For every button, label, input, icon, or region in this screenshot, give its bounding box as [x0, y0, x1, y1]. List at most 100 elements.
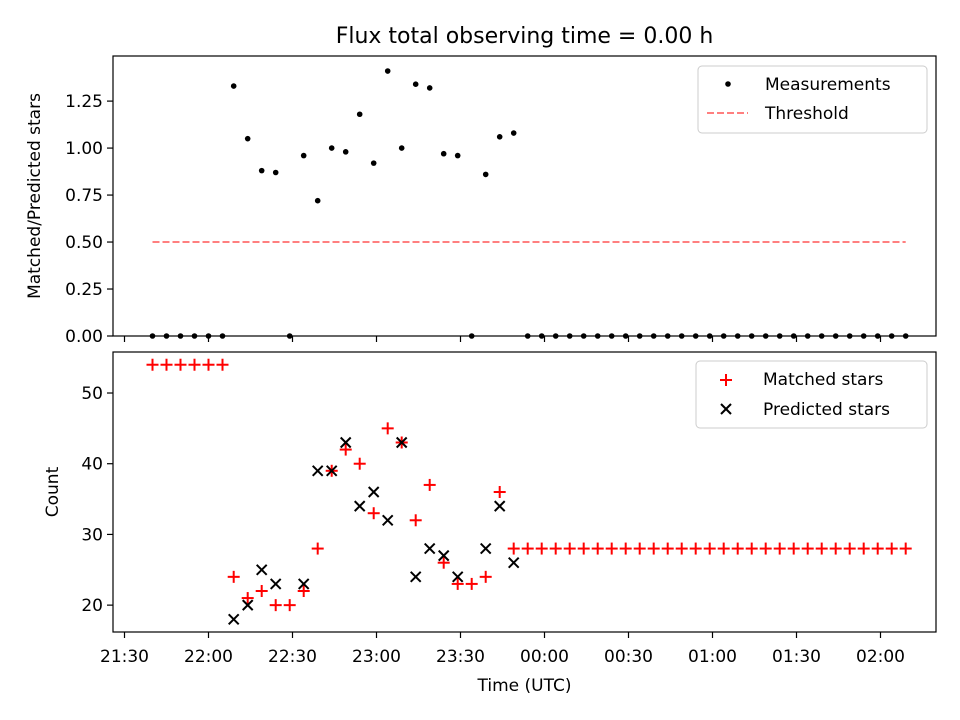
legend-measurements-label: Measurements	[765, 75, 891, 95]
matched-star-marker	[465, 577, 478, 590]
x-tick-label: 00:30	[604, 647, 653, 667]
bottom-y-axis-label: Count	[43, 466, 63, 517]
predicted-star-stroke	[297, 578, 310, 590]
predicted-star-stroke	[311, 465, 324, 477]
matched-star-marker	[479, 570, 492, 583]
matched-star-marker	[241, 592, 254, 605]
predicted-star-marker	[325, 465, 338, 477]
legend-predicted-marker	[720, 403, 732, 415]
matched-star-marker	[577, 542, 590, 555]
matched-star-marker	[563, 542, 576, 555]
predicted-star-marker	[507, 556, 520, 569]
measurement-point	[370, 160, 377, 166]
predicted-star-stroke	[423, 542, 436, 555]
matched-star-marker	[216, 358, 229, 371]
matched-star-marker	[283, 599, 296, 612]
top-y-tick-label: 0.00	[65, 327, 103, 347]
predicted-star-marker	[353, 500, 366, 512]
matched-star-marker	[773, 542, 786, 555]
measurement-point	[230, 83, 237, 89]
predicted-star-marker	[297, 578, 310, 590]
x-tick-label: 22:00	[184, 647, 233, 667]
matched-star-marker	[255, 584, 268, 597]
legend-threshold-label: Threshold	[764, 104, 849, 124]
x-tick-label: 23:00	[352, 647, 401, 667]
predicted-star-stroke	[353, 500, 366, 512]
bottom-y-tick-label: 20	[81, 596, 103, 616]
predicted-star-stroke	[451, 571, 464, 583]
x-tick-label: 01:00	[688, 647, 737, 667]
predicted-star-marker	[241, 599, 254, 611]
measurement-point	[328, 145, 335, 151]
top-y-tick-label: 0.50	[65, 233, 103, 253]
predicted-star-marker	[423, 542, 436, 555]
predicted-star-marker	[339, 436, 352, 449]
matched-star-marker	[521, 542, 534, 555]
predicted-star-stroke	[409, 571, 422, 583]
top-legend: Measurements Threshold	[697, 65, 928, 134]
top-y-axis-label: Matched/Predicted stars	[25, 93, 45, 299]
bottom-legend: Matched stars Predicted stars	[695, 360, 928, 429]
matched-star-marker	[619, 542, 632, 555]
matched-star-marker	[381, 422, 394, 435]
matched-star-marker	[437, 556, 450, 569]
predicted-star-marker	[381, 514, 394, 526]
top-panel-marks	[149, 68, 909, 339]
measurement-point	[496, 134, 503, 140]
matched-star-marker	[227, 570, 240, 583]
matched-star-marker	[423, 478, 436, 491]
predicted-star-stroke	[367, 486, 380, 498]
predicted-star-marker	[451, 571, 464, 583]
matched-star-marker	[339, 443, 352, 456]
top-y-tick-label: 0.25	[65, 280, 103, 300]
bottom-y-axis-ticks: 20 30 40 50	[81, 384, 113, 616]
predicted-star-marker	[269, 578, 282, 590]
matched-star-marker	[675, 542, 688, 555]
matched-star-marker	[367, 507, 380, 520]
predicted-star-stroke	[493, 500, 506, 512]
matched-star-marker	[269, 599, 282, 612]
bottom-legend-box	[695, 360, 928, 429]
matched-star-marker	[451, 577, 464, 590]
matched-star-marker	[857, 542, 870, 555]
x-tick-label: 02:00	[856, 647, 905, 667]
legend-predicted-label: Predicted stars	[763, 400, 890, 420]
predicted-star-stroke	[241, 599, 254, 611]
bottom-y-tick-label: 40	[81, 455, 103, 475]
predicted-star-stroke	[325, 465, 338, 477]
x-tick-label: 01:30	[772, 647, 821, 667]
matched-star-marker	[745, 542, 758, 555]
x-axis-label: Time (UTC)	[477, 676, 572, 696]
matched-star-marker	[717, 542, 730, 555]
measurement-point	[300, 152, 307, 159]
x-tick-label: 22:30	[268, 647, 317, 667]
measurement-point	[258, 167, 265, 174]
predicted-star-marker	[227, 613, 240, 625]
top-panel-frame	[112, 55, 937, 337]
matched-star-marker	[549, 542, 562, 555]
bottom-panel-frame	[112, 351, 937, 633]
matched-star-marker	[605, 542, 618, 555]
predicted-star-marker	[367, 486, 380, 498]
matched-star-marker	[633, 542, 646, 555]
matched-star-marker	[535, 542, 548, 555]
predicted-star-stroke	[507, 556, 520, 569]
predicted-star-stroke	[227, 613, 240, 625]
matched-star-marker	[409, 514, 422, 527]
legend-matched-marker	[720, 374, 732, 386]
matched-star-marker	[899, 542, 912, 555]
matched-star-marker	[507, 542, 520, 555]
matched-star-marker	[731, 542, 744, 555]
matched-star-marker	[647, 542, 660, 555]
predicted-star-marker	[409, 571, 422, 583]
predicted-star-marker	[395, 436, 408, 449]
measurement-point	[454, 152, 461, 159]
matched-star-marker	[188, 358, 201, 371]
matched-star-marker	[689, 542, 702, 555]
measurement-point	[356, 111, 363, 118]
matched-star-marker	[297, 584, 310, 597]
measurement-point	[412, 81, 419, 87]
measurement-point	[398, 145, 405, 151]
predicted-star-marker	[493, 500, 506, 512]
